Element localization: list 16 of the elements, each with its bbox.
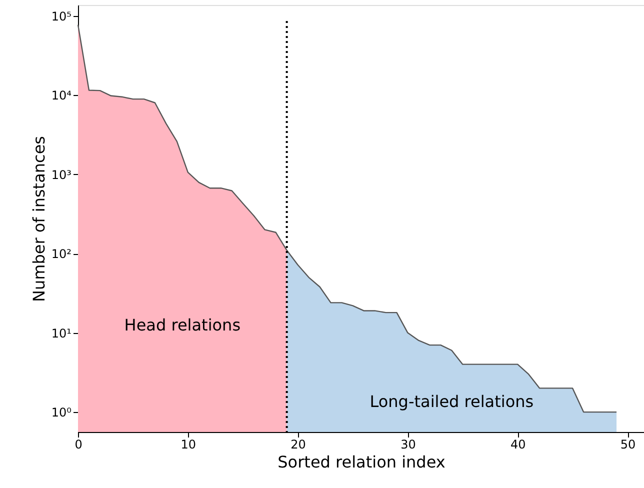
x-axis-title: Sorted relation index (278, 452, 446, 472)
y-tick-label: 10⁰ (51, 406, 72, 420)
x-tick-label: 40 (510, 438, 526, 452)
x-tick-label: 0 (74, 438, 82, 452)
y-tick-label: 10³ (51, 168, 72, 182)
x-tick-label: 50 (620, 438, 636, 452)
y-tick-label: 10⁴ (51, 88, 72, 103)
y-tick-label: 10¹ (51, 326, 72, 340)
x-tick-label: 10 (180, 438, 196, 452)
x-tick-label: 20 (290, 438, 306, 452)
x-tick-label: 30 (400, 438, 416, 452)
series-label: Long-tailed relations (370, 392, 534, 412)
y-tick-label: 10⁵ (51, 9, 72, 24)
y-tick-label: 10² (51, 247, 72, 262)
series-label: Head relations (124, 315, 241, 334)
y-axis-title: Number of instances (29, 136, 48, 302)
